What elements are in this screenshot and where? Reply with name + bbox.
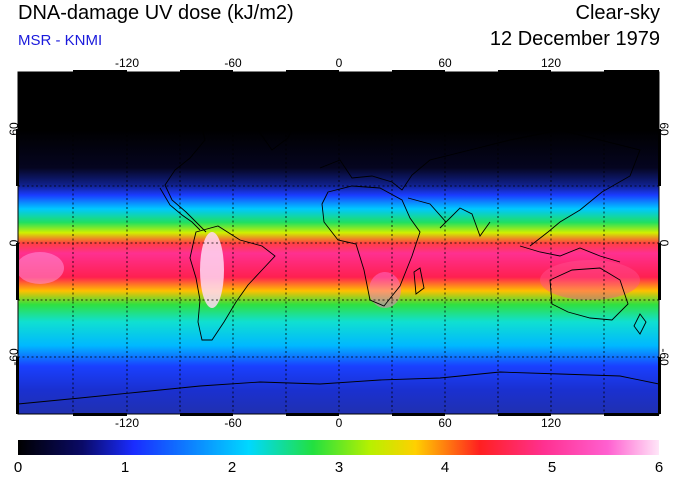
lat-tick-left: -60 bbox=[7, 348, 21, 366]
frame-ticks bbox=[16, 70, 661, 416]
lat-tick-right: 60 bbox=[657, 122, 671, 136]
coast-south-america bbox=[189, 225, 276, 341]
coast-europe bbox=[319, 159, 431, 191]
date-label: 12 December 1979 bbox=[489, 28, 660, 50]
coast-asia bbox=[429, 129, 641, 247]
coast-australia bbox=[549, 267, 629, 321]
pacific-uv-peak bbox=[18, 252, 64, 284]
sky-condition: Clear-sky bbox=[575, 2, 660, 24]
coast-greenland bbox=[249, 91, 301, 151]
coast-antarctica bbox=[18, 371, 659, 405]
lon-tick-bottom: -120 bbox=[114, 416, 140, 430]
lon-tick-bottom: 0 bbox=[335, 416, 343, 430]
lon-tick-bottom: 120 bbox=[540, 416, 562, 430]
coast-madagascar bbox=[413, 267, 425, 295]
coastlines bbox=[18, 91, 659, 405]
colorbar bbox=[18, 440, 659, 455]
andes-uv-peak bbox=[200, 232, 224, 308]
australia-uv-peak bbox=[540, 260, 640, 300]
lon-tick-top: -120 bbox=[114, 56, 140, 70]
lon-tick-bottom: 60 bbox=[438, 416, 452, 430]
lat-tick-left: 60 bbox=[7, 122, 21, 136]
title: DNA-damage UV dose (kJ/m2) bbox=[18, 2, 294, 24]
coast-arabia-india bbox=[407, 197, 491, 237]
source-label: MSR - KNMI bbox=[18, 32, 103, 49]
colorbar-label: 2 bbox=[227, 459, 237, 476]
lat-tick-right: -60 bbox=[657, 348, 671, 366]
coast-africa bbox=[321, 185, 421, 307]
coast-new-zealand bbox=[633, 313, 647, 335]
lon-tick-top: -60 bbox=[224, 56, 242, 70]
colorbar-label: 6 bbox=[654, 459, 664, 476]
colorbar-label: 3 bbox=[334, 459, 344, 476]
colorbar-label: 1 bbox=[120, 459, 130, 476]
colorbar-label: 0 bbox=[13, 459, 23, 476]
lat-tick-left: 0 bbox=[7, 239, 21, 247]
colorbar-label: 5 bbox=[547, 459, 557, 476]
lon-tick-top: 120 bbox=[540, 56, 562, 70]
lon-tick-top: 0 bbox=[335, 56, 343, 70]
lon-tick-bottom: -60 bbox=[224, 416, 242, 430]
coast-north-america bbox=[69, 95, 207, 233]
lat-tick-right: 0 bbox=[657, 239, 671, 247]
south-africa-uv-peak bbox=[369, 272, 401, 308]
coast-central-america bbox=[159, 187, 201, 231]
colorbar-label: 4 bbox=[440, 459, 450, 476]
coast-indonesia bbox=[519, 245, 621, 263]
gridlines bbox=[18, 72, 659, 414]
lon-tick-top: 60 bbox=[438, 56, 452, 70]
